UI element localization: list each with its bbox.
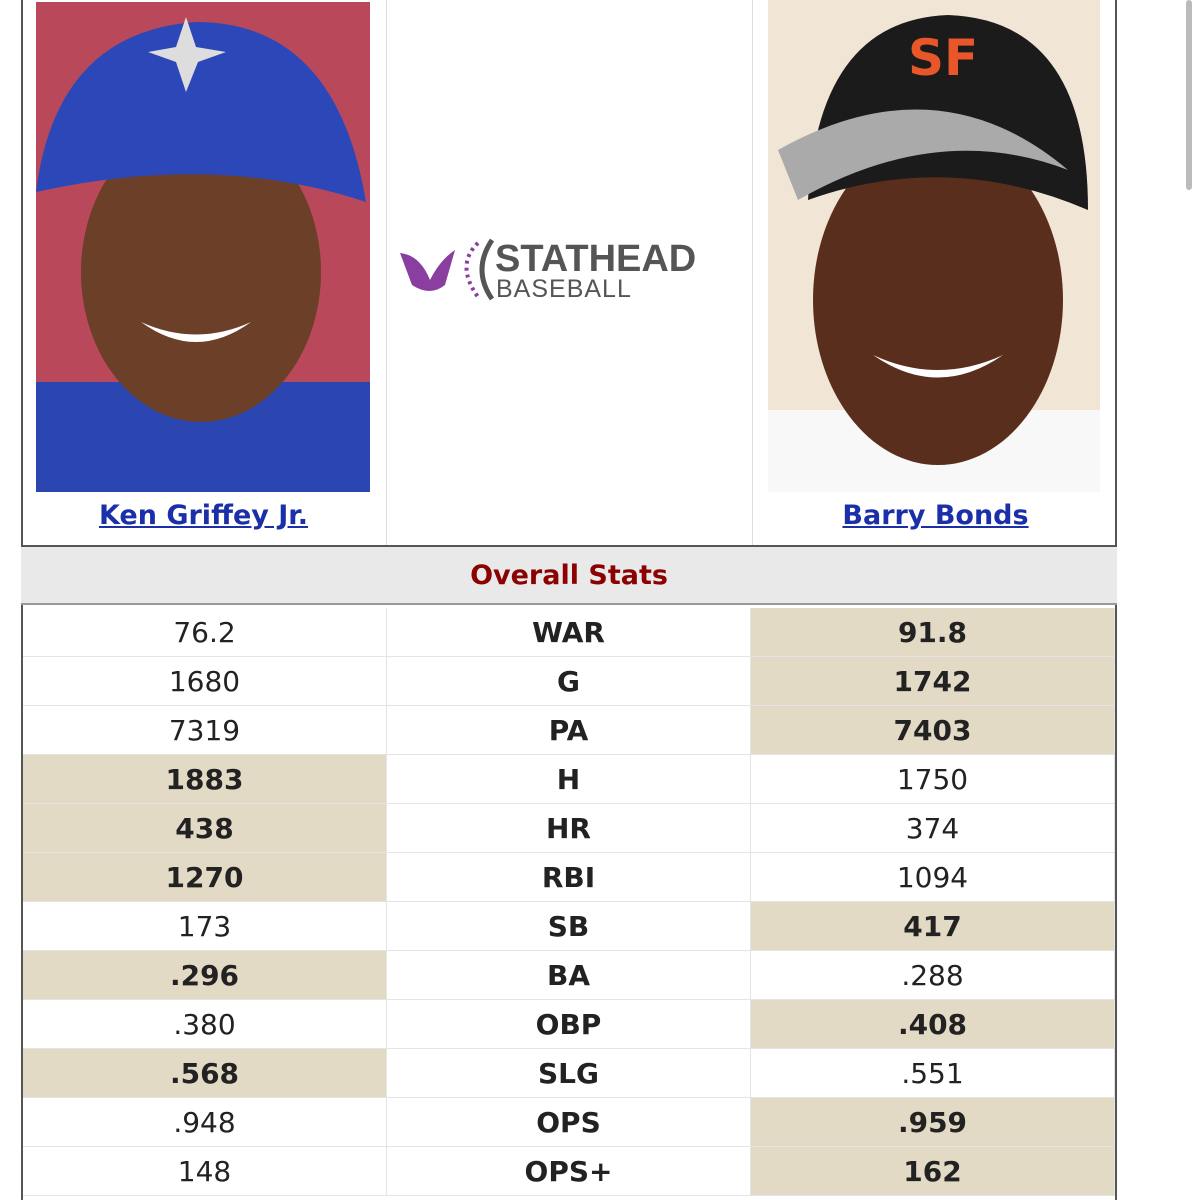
right-value: 374 <box>751 804 1115 853</box>
stat-label: PA <box>387 706 751 755</box>
stat-row: 148 OPS+ 162 <box>23 1147 1115 1196</box>
stat-row: 7319 PA 7403 <box>23 706 1115 755</box>
right-value: 91.8 <box>751 608 1115 657</box>
stat-label: SB <box>387 902 751 951</box>
stat-label: SLG <box>387 1049 751 1098</box>
left-value: .568 <box>23 1049 387 1098</box>
logo-title: STATHEAD <box>495 238 696 280</box>
divider <box>386 0 387 545</box>
stat-label: BA <box>387 951 751 1000</box>
stat-label: OBP <box>387 1000 751 1049</box>
right-value: 1750 <box>751 755 1115 804</box>
right-value: 1742 <box>751 657 1115 706</box>
stat-row: 1270 RBI 1094 <box>23 853 1115 902</box>
left-value: 7319 <box>23 706 387 755</box>
stathead-logo: STATHEAD BASEBALL <box>400 238 696 303</box>
left-value: .296 <box>23 951 387 1000</box>
stat-row: 1883 H 1750 <box>23 755 1115 804</box>
right-value: .408 <box>751 1000 1115 1049</box>
stat-row: 76.2 WAR 91.8 <box>23 608 1115 657</box>
left-value: 76.2 <box>23 608 387 657</box>
right-value: .959 <box>751 1098 1115 1147</box>
player-link[interactable]: Ken Griffey Jr. <box>98 500 309 531</box>
stat-label: RBI <box>387 853 751 902</box>
left-value: 173 <box>23 902 387 951</box>
stat-row: .568 SLG .551 <box>23 1049 1115 1098</box>
left-value: .948 <box>23 1098 387 1147</box>
right-value: .288 <box>751 951 1115 1000</box>
logo-subtitle: BASEBALL <box>496 275 632 303</box>
stat-row: 438 HR 374 <box>23 804 1115 853</box>
svg-text:SF: SF <box>908 29 978 87</box>
stat-row: 1680 G 1742 <box>23 657 1115 706</box>
left-value: 1680 <box>23 657 387 706</box>
player-photo <box>36 2 370 492</box>
player-photo: SF <box>768 0 1100 492</box>
section-title: Overall Stats <box>21 545 1117 605</box>
stats-table: 76.2 WAR 91.8 1680 G 1742 7319 PA 7403 1883 H 1750 4… <box>23 608 1115 1196</box>
player-link[interactable]: Barry Bonds <box>842 500 1029 531</box>
stat-label: H <box>387 755 751 804</box>
left-value: 148 <box>23 1147 387 1196</box>
stat-row: .380 OBP .408 <box>23 1000 1115 1049</box>
stat-row: 173 SB 417 <box>23 902 1115 951</box>
left-value: 438 <box>23 804 387 853</box>
stat-label: G <box>387 657 751 706</box>
stat-row: .296 BA .288 <box>23 951 1115 1000</box>
right-value: 417 <box>751 902 1115 951</box>
right-value: 162 <box>751 1147 1115 1196</box>
right-value: .551 <box>751 1049 1115 1098</box>
left-value: .380 <box>23 1000 387 1049</box>
stat-row: .948 OPS .959 <box>23 1098 1115 1147</box>
stat-label: HR <box>387 804 751 853</box>
scrollbar <box>1186 0 1192 190</box>
left-value: 1883 <box>23 755 387 804</box>
stat-label: OPS+ <box>387 1147 751 1196</box>
stat-label: OPS <box>387 1098 751 1147</box>
left-value: 1270 <box>23 853 387 902</box>
stat-label: WAR <box>387 608 751 657</box>
divider <box>752 0 753 545</box>
right-value: 7403 <box>751 706 1115 755</box>
right-value: 1094 <box>751 853 1115 902</box>
